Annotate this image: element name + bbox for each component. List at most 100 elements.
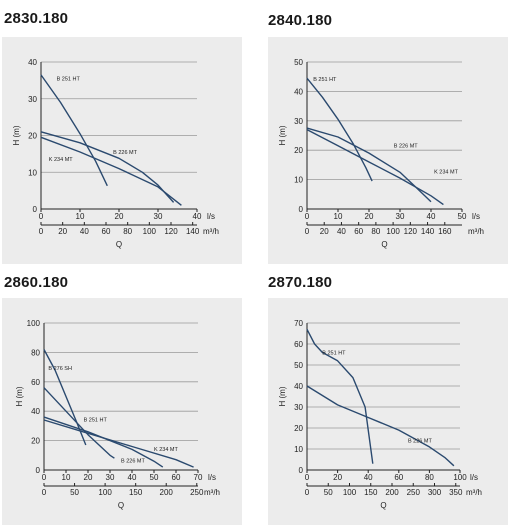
chart2-x-unit-label: l/s	[208, 473, 216, 482]
chart3-series-line-0	[306, 328, 374, 464]
chart0-y-tick-label: 30	[28, 95, 37, 104]
chart2-x-tick-label: 30	[106, 473, 115, 482]
chart2-x2-tick-label: 0	[42, 488, 47, 497]
chart-panel-2830	[2, 37, 242, 264]
chart1-x-tick-label: 20	[365, 212, 374, 221]
chart0-x-axis-title: Q	[116, 240, 122, 249]
chart3-y-tick-label: 10	[294, 445, 303, 454]
chart0-series-line-1	[40, 131, 175, 203]
chart1-x-tick-label: 50	[458, 212, 467, 221]
chart3-y-tick-label: 0	[299, 466, 304, 475]
chart2-y-axis-title: H (m)	[15, 386, 24, 406]
chart3-x-tick-label: 60	[394, 473, 403, 482]
chart1-series-line-2	[306, 128, 444, 206]
chart0-x-tick-label: 30	[154, 212, 163, 221]
chart3-x-tick-label: 0	[305, 473, 310, 482]
chart0-x2-tick-label: 120	[164, 227, 178, 236]
chart-title-2870: 2870.180	[268, 274, 333, 291]
chart1-x2-tick-label: 20	[320, 227, 329, 236]
chart1-x2-tick-label: 0	[305, 227, 310, 236]
chart2-series-label-2: B 226 MT	[121, 459, 145, 465]
chart-panel-2870	[268, 298, 508, 525]
chart3-y-tick-label: 70	[294, 319, 303, 328]
chart2-y-tick-label: 20	[31, 437, 40, 446]
chart0-y-tick-label: 0	[33, 205, 38, 214]
chart3-x2-tick-label: 0	[305, 488, 310, 497]
chart2-series-label-3: K 234 MT	[154, 447, 178, 453]
chart3-y-tick-label: 20	[294, 424, 303, 433]
chart1-x-tick-label: 30	[396, 212, 405, 221]
chart1-y-axis-title: H (m)	[278, 125, 287, 145]
chart0-x-tick-label: 40	[193, 212, 202, 221]
chart3-x2-tick-label: 150	[364, 488, 378, 497]
chart1-x2-tick-label: 100	[386, 227, 400, 236]
chart1-y-tick-label: 30	[294, 117, 303, 126]
chart3-x2-tick-label: 300	[428, 488, 442, 497]
chart3-x2-tick-label: 250	[407, 488, 421, 497]
chart0-x2-tick-label: 80	[123, 227, 132, 236]
chart2-series-label-1: B 251 HT	[84, 417, 108, 423]
chart1-series-label-2: K 234 MT	[434, 170, 458, 176]
chart1-y-tick-label: 50	[294, 58, 303, 67]
chart3-x-tick-label: 40	[364, 473, 373, 482]
chart3-x-axis-title: Q	[380, 501, 386, 510]
chart0-x2-tick-label: 60	[102, 227, 111, 236]
chart0-x-tick-label: 0	[39, 212, 44, 221]
chart2-x2-tick-label: 50	[70, 488, 79, 497]
chart0-x-unit-label: l/s	[207, 212, 215, 221]
chart3-x2-unit-label: m³/h	[466, 488, 482, 497]
chart3-series-line-1	[306, 385, 455, 467]
chart0-x-tick-label: 10	[76, 212, 85, 221]
chart1-x2-tick-label: 120	[404, 227, 418, 236]
chart1-x-tick-label: 40	[427, 212, 436, 221]
chart2-y-tick-label: 0	[36, 466, 41, 475]
chart2-x-tick-label: 60	[172, 473, 181, 482]
chart3-x2-tick-label: 100	[343, 488, 357, 497]
chart0-series-label-2: K 234 MT	[49, 157, 73, 163]
chart0-x2-unit-label: m³/h	[203, 227, 219, 236]
chart2-y-tick-label: 80	[31, 348, 40, 357]
chart2-series-label-0: B 276 SH	[48, 366, 72, 372]
chart0-y-tick-label: 40	[28, 58, 37, 67]
chart-title-2860: 2860.180	[4, 274, 69, 291]
chart0-series-line-0	[40, 74, 108, 187]
chart3-y-tick-label: 40	[294, 382, 303, 391]
chart2-y-tick-label: 40	[31, 407, 40, 416]
chart2-x2-tick-label: 100	[98, 488, 112, 497]
chart0-x2-tick-label: 40	[80, 227, 89, 236]
chart0-x2-tick-label: 0	[39, 227, 44, 236]
chart2-series-line-2	[43, 416, 164, 468]
chart0-y-axis-title: H (m)	[12, 125, 21, 145]
chart2-x-tick-label: 10	[62, 473, 71, 482]
chart0-y-tick-label: 10	[28, 168, 37, 177]
chart1-series-label-0: B 251 HT	[313, 77, 337, 83]
chart0-x2-tick-label: 140	[186, 227, 200, 236]
chart3-x2-tick-label: 200	[385, 488, 399, 497]
chart1-series-line-0	[306, 77, 373, 182]
chart3-x-tick-label: 20	[333, 473, 342, 482]
chart2-x2-tick-label: 150	[129, 488, 143, 497]
chart3-x-tick-label: 100	[453, 473, 467, 482]
chart1-x2-tick-label: 60	[354, 227, 363, 236]
chart2-series-line-1	[43, 387, 115, 459]
chart3-series-label-0: B 251 HT	[322, 351, 346, 357]
chart2-x-tick-label: 40	[128, 473, 137, 482]
chart0-x-tick-label: 20	[115, 212, 124, 221]
chart3-y-tick-label: 60	[294, 340, 303, 349]
chart2-x-tick-label: 0	[42, 473, 47, 482]
chart2-x2-tick-label: 200	[160, 488, 174, 497]
chart1-x-unit-label: l/s	[472, 212, 480, 221]
chart1-x2-tick-label: 160	[438, 227, 452, 236]
chart2-x2-tick-label: 250	[190, 488, 204, 497]
chart1-x2-tick-label: 80	[371, 227, 380, 236]
chart1-y-tick-label: 40	[294, 87, 303, 96]
chart1-series-line-1	[306, 127, 432, 203]
chart1-y-tick-label: 0	[299, 205, 304, 214]
chart1-y-tick-label: 10	[294, 176, 303, 185]
chart1-x-tick-label: 0	[305, 212, 310, 221]
chart0-y-tick-label: 20	[28, 132, 37, 141]
chart0-x2-tick-label: 20	[58, 227, 67, 236]
chart1-series-label-1: B 226 MT	[394, 143, 418, 149]
chart0-series-label-0: B 251 HT	[57, 76, 81, 82]
